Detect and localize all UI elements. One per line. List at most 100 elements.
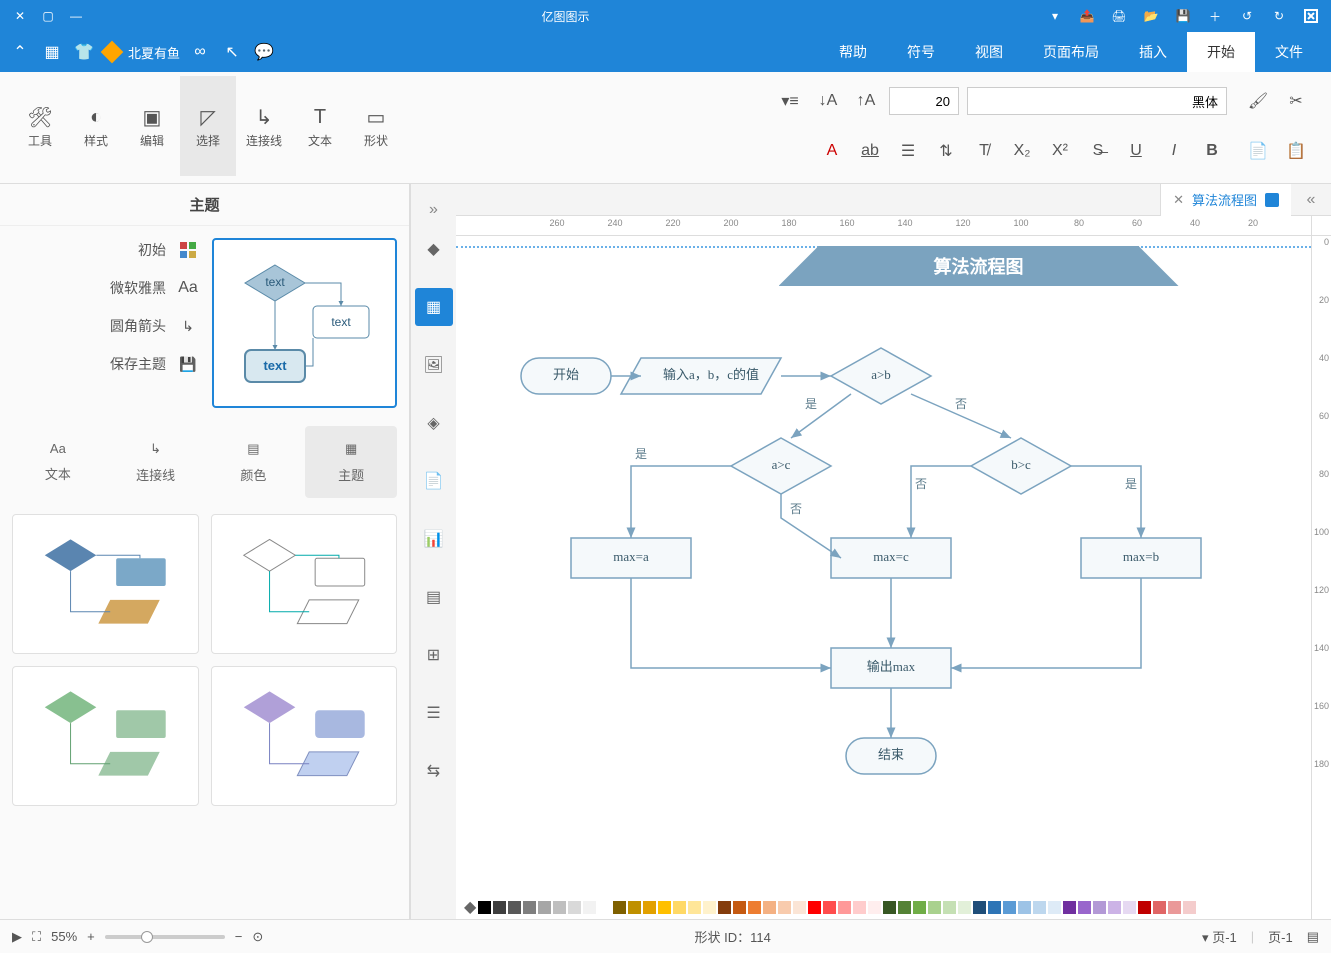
color-swatch[interactable]	[943, 901, 956, 914]
zoom-fit-icon[interactable]: ⊙	[252, 929, 263, 945]
color-swatch[interactable]	[823, 901, 836, 914]
side-table-icon[interactable]: ▤	[415, 578, 453, 616]
color-swatch[interactable]	[703, 901, 716, 914]
sb-layout-icon[interactable]: ▤	[1307, 929, 1319, 945]
color-swatch[interactable]	[1018, 901, 1031, 914]
qat-dropdown-icon[interactable]: ▾	[1043, 4, 1067, 28]
sb-page-dropdown[interactable]: 页-1 ▾	[1202, 927, 1237, 946]
theme-opt-save[interactable]: 💾保存主题	[12, 352, 200, 376]
menu-help[interactable]: 帮助	[819, 32, 887, 72]
bullets-icon[interactable]: ☰	[893, 136, 923, 166]
color-swatch[interactable]	[643, 901, 656, 914]
save-icon[interactable]: 💾	[1171, 4, 1195, 28]
side-align-icon[interactable]: ☰	[415, 694, 453, 732]
ribbon-edit-button[interactable]: ▣编辑	[124, 76, 180, 176]
ribbon-connector-button[interactable]: ↳连接线	[236, 76, 292, 176]
close-button[interactable]: ✕	[8, 4, 32, 28]
bold-icon[interactable]: B	[1197, 136, 1227, 166]
color-swatch[interactable]	[778, 901, 791, 914]
side-theme-icon[interactable]: ▦	[415, 288, 453, 326]
color-picker-icon[interactable]: ◆	[464, 897, 476, 917]
color-swatch[interactable]	[1063, 901, 1076, 914]
color-swatch[interactable]	[568, 901, 581, 914]
color-swatch[interactable]	[1153, 901, 1166, 914]
ribbon-tools-button[interactable]: 🛠工具	[12, 76, 68, 176]
color-swatch[interactable]	[673, 901, 686, 914]
color-swatch[interactable]	[853, 901, 866, 914]
fullscreen-icon[interactable]: ⛶	[32, 929, 41, 945]
user-name[interactable]: 北夏有鱼	[128, 43, 180, 62]
menu-view[interactable]: 视图	[955, 32, 1023, 72]
chevron-up-icon[interactable]: ⌃	[8, 40, 32, 64]
side-layout-icon[interactable]: ⊞	[415, 636, 453, 674]
side-distribute-icon[interactable]: ⇆	[415, 752, 453, 790]
color-swatch[interactable]	[1078, 901, 1091, 914]
side-collapse-icon[interactable]: «	[416, 192, 452, 228]
font-size-input[interactable]	[889, 87, 959, 115]
theme-tile[interactable]	[211, 666, 398, 806]
redo-icon[interactable]: ↻	[1267, 4, 1291, 28]
ribbon-style-button[interactable]: ◐样式	[68, 76, 124, 176]
zoom-slider[interactable]	[105, 935, 225, 939]
theme-tile[interactable]	[12, 514, 199, 654]
color-swatch[interactable]	[988, 901, 1001, 914]
theme-cat-color[interactable]: ▤颜色	[208, 426, 300, 498]
font-grow-icon[interactable]: A↑	[851, 86, 881, 116]
color-swatch[interactable]	[868, 901, 881, 914]
strike-icon[interactable]: S̶	[1083, 136, 1113, 166]
color-swatch[interactable]	[658, 901, 671, 914]
color-swatch[interactable]	[838, 901, 851, 914]
color-swatch[interactable]	[1048, 901, 1061, 914]
align-menu-icon[interactable]: ≡▾	[775, 86, 805, 116]
color-swatch[interactable]	[583, 901, 596, 914]
font-name-input[interactable]	[967, 87, 1227, 115]
ribbon-text-button[interactable]: T文本	[292, 76, 348, 176]
theme-cat-theme[interactable]: ▦主题	[305, 426, 397, 498]
zoom-in-icon[interactable]: +	[87, 929, 95, 944]
canvas[interactable]: 算法流程图 开始 输入a，b，c的值 a>b a>c	[456, 236, 1311, 895]
highlight-icon[interactable]: ab	[855, 136, 885, 166]
color-swatch[interactable]	[733, 901, 746, 914]
superscript-icon[interactable]: X²	[1045, 136, 1075, 166]
open-icon[interactable]: 📂	[1139, 4, 1163, 28]
color-swatch[interactable]	[718, 901, 731, 914]
color-swatch[interactable]	[478, 901, 491, 914]
grid-icon[interactable]: ▦	[40, 40, 64, 64]
italic-icon[interactable]: I	[1159, 136, 1189, 166]
cut-icon[interactable]: ✂	[1281, 86, 1311, 116]
menu-symbol[interactable]: 符号	[887, 32, 955, 72]
export-icon[interactable]: 📤	[1075, 4, 1099, 28]
color-swatch[interactable]	[748, 901, 761, 914]
color-swatch[interactable]	[1123, 901, 1136, 914]
color-swatch[interactable]	[523, 901, 536, 914]
theme-cat-text[interactable]: Aa文本	[12, 426, 104, 498]
color-swatch[interactable]	[1033, 901, 1046, 914]
color-swatch[interactable]	[1168, 901, 1181, 914]
clear-format-icon[interactable]: T̸	[969, 136, 999, 166]
underline-icon[interactable]: U	[1121, 136, 1151, 166]
comment-icon[interactable]: 💬	[252, 40, 276, 64]
color-swatch[interactable]	[898, 901, 911, 914]
theme-opt-font[interactable]: Aa微软雅黑	[12, 276, 200, 300]
new-icon[interactable]: ＋	[1203, 4, 1227, 28]
tab-close-icon[interactable]: ✕	[1173, 192, 1184, 208]
sb-page-1[interactable]: 页-1	[1268, 927, 1293, 946]
color-swatch[interactable]	[1138, 901, 1151, 914]
color-swatch[interactable]	[1183, 901, 1196, 914]
minimize-button[interactable]: —	[64, 4, 88, 28]
theme-opt-connector[interactable]: ↳圆角箭头	[12, 314, 200, 338]
format-painter-icon[interactable]: 🖌	[1243, 86, 1273, 116]
color-swatch[interactable]	[1093, 901, 1106, 914]
color-swatch[interactable]	[928, 901, 941, 914]
color-swatch[interactable]	[493, 901, 506, 914]
theme-cat-connector[interactable]: ↳连接线	[110, 426, 202, 498]
pointer-icon[interactable]: ↖	[220, 40, 244, 64]
flowchart[interactable]: 开始 输入a，b，c的值 a>b a>c b>c max=a max=c	[501, 288, 1301, 848]
side-fill-icon[interactable]: ◆	[415, 230, 453, 268]
undo-icon[interactable]: ↺	[1235, 4, 1259, 28]
theme-opt-initial[interactable]: 初始	[12, 238, 200, 262]
print-icon[interactable]: 🖨	[1107, 4, 1131, 28]
menu-file[interactable]: 文件	[1255, 32, 1323, 72]
menu-home[interactable]: 开始	[1187, 32, 1255, 72]
side-image-icon[interactable]: 🖼	[415, 346, 453, 384]
